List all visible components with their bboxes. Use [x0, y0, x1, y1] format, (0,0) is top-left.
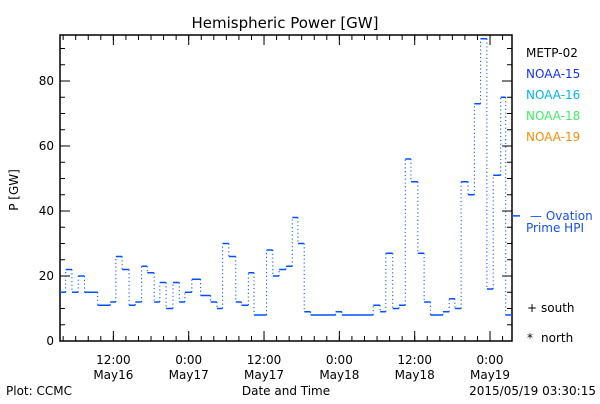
symbol-south: +	[527, 301, 537, 315]
x-tick-label-date: May17	[244, 368, 284, 382]
x-tick-label-time: 0:00	[326, 353, 353, 367]
legend-item: METP-02	[526, 46, 578, 60]
legend-item: NOAA-16	[526, 88, 580, 102]
legend-item: NOAA-18	[526, 109, 580, 123]
symbol-legend: + south * north	[527, 301, 575, 345]
plot-frame	[59, 34, 513, 342]
hpi-legend: — Ovation Prime HPI	[526, 209, 593, 235]
x-tick-label-time: 0:00	[175, 353, 202, 367]
x-tick-label-date: May18	[395, 368, 435, 382]
x-axis-label: Date and Time	[242, 384, 330, 398]
x-tick-label-time: 12:00	[247, 353, 282, 367]
footer-timestamp: 2015/05/19 03:30:15	[469, 384, 596, 398]
y-tick-label: 0	[46, 334, 54, 348]
x-tick-label-date: May18	[319, 368, 359, 382]
x-tick-label-time: 0:00	[477, 353, 504, 367]
footer-plot-credit: Plot: CCMC	[6, 384, 72, 398]
y-tick-label: 60	[39, 139, 54, 153]
y-tick-label: 20	[39, 269, 54, 283]
legend-item: NOAA-15	[526, 67, 580, 81]
x-tick-label-date: May16	[93, 368, 133, 382]
hpi-label-line1: — Ovation	[530, 209, 593, 223]
symbol-north: *	[527, 331, 533, 345]
chart-title: Hemispheric Power [GW]	[192, 14, 379, 32]
y-tick-label: 40	[39, 204, 54, 218]
x-tick-label-date: May19	[470, 368, 510, 382]
x-tick-label-date: May17	[169, 368, 209, 382]
legend-item: NOAA-19	[526, 130, 580, 144]
y-axis-label: P [GW]	[7, 169, 21, 211]
x-tick-label-time: 12:00	[96, 353, 131, 367]
x-tick-label-time: 12:00	[397, 353, 432, 367]
symbol-south-label: south	[541, 301, 575, 315]
hpi-label-line2: Prime HPI	[526, 221, 584, 235]
y-tick-label: 80	[39, 74, 54, 88]
symbol-north-label: north	[541, 331, 573, 345]
